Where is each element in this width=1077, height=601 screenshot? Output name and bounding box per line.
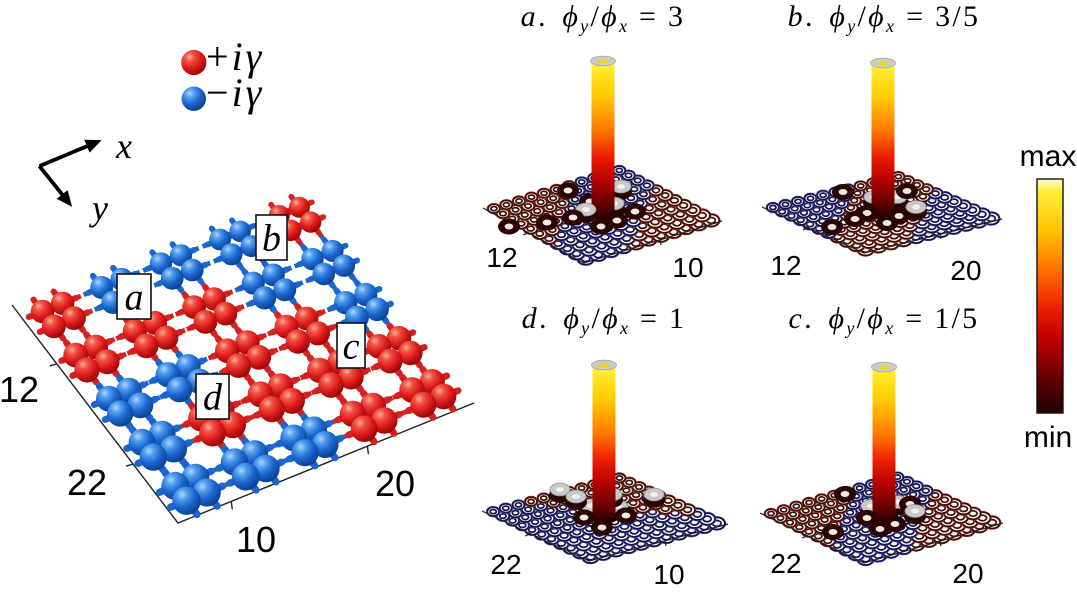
svg-text:c. ϕy/ϕx = 1/5: c. ϕy/ϕx = 1/5 [789,302,980,338]
svg-text:a: a [125,277,144,319]
svg-text:a. ϕy/ϕx = 3: a. ϕy/ϕx = 3 [521,0,686,36]
svg-text:22: 22 [490,549,521,580]
svg-text:22: 22 [770,548,801,579]
svg-text:12: 12 [0,369,39,410]
svg-text:12: 12 [486,242,517,273]
svg-text:+iγ: +iγ [206,34,264,79]
svg-text:b. ϕy/ϕx = 3/5: b. ϕy/ϕx = 3/5 [788,0,981,36]
svg-text:20: 20 [952,558,983,589]
svg-text:20: 20 [375,463,415,504]
svg-text:22: 22 [67,462,107,503]
svg-text:d. ϕy/ϕx = 1: d. ϕy/ϕx = 1 [522,302,687,338]
svg-text:10: 10 [236,519,276,560]
svg-text:10: 10 [672,252,703,283]
svg-text:max: max [1020,140,1077,173]
svg-text:y: y [89,188,108,228]
svg-text:12: 12 [770,250,801,281]
svg-text:d: d [203,377,223,419]
svg-text:10: 10 [653,559,684,590]
svg-text:−iγ: −iγ [206,70,264,115]
svg-text:b: b [262,218,281,260]
svg-text:c: c [343,326,360,368]
svg-text:20: 20 [950,255,981,286]
svg-text:min: min [1024,421,1072,454]
svg-text:x: x [115,126,132,166]
